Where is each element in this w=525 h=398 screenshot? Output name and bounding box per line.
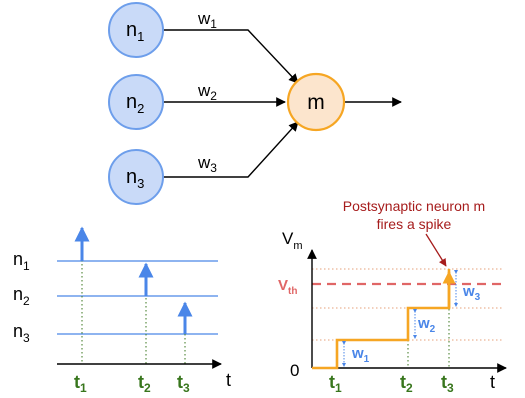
threshold-label: Vth	[278, 277, 297, 297]
spike-raster-panel: n1 n2 n3 t t1 t2 t3	[13, 226, 231, 395]
synapse-1	[163, 29, 299, 84]
zero-label: 0	[290, 361, 299, 380]
vm-time-label-1: t1	[329, 372, 342, 395]
input-neuron-3-label: n3	[126, 166, 144, 191]
raster-row-label-3: n3	[13, 321, 30, 345]
step-label-2: w2	[417, 315, 436, 335]
network-panel: w1 w2 w3 n1 n2 n3 m	[108, 2, 402, 205]
weight-label-1: w1	[197, 9, 217, 31]
input-neuron-2-label: n2	[126, 91, 144, 116]
input-neuron-1-label: n1	[126, 19, 144, 44]
output-neuron	[286, 72, 346, 132]
raster-time-label-2: t2	[138, 372, 151, 395]
output-neuron-label: m	[307, 91, 325, 114]
membrane-potential-panel: Postsynaptic neuron m fires a spike Vm V…	[278, 198, 507, 395]
weight-label-3: w3	[197, 153, 217, 175]
spike-annotation-line-2: fires a spike	[377, 216, 452, 232]
weight-label-2: w2	[197, 81, 217, 103]
raster-time-label-1: t1	[74, 372, 87, 395]
input-neuron-1	[108, 2, 164, 58]
spike-annotation-line-1: Postsynaptic neuron m	[343, 198, 485, 214]
input-neuron-3	[108, 149, 164, 205]
synapse-3	[163, 121, 299, 178]
step-label-3: w3	[462, 283, 481, 303]
raster-axis-label: t	[226, 370, 231, 390]
vm-axis-label: Vm	[282, 229, 303, 252]
input-neuron-2	[108, 74, 164, 130]
vm-axis-t-label: t	[490, 372, 495, 392]
raster-row-label-1: n1	[13, 249, 30, 273]
spike-annotation-arrow	[425, 233, 447, 267]
step-label-1: w1	[351, 345, 370, 365]
vm-time-label-3: t3	[441, 372, 454, 395]
vm-time-label-2: t2	[400, 372, 413, 395]
raster-time-label-3: t3	[177, 372, 190, 395]
raster-row-label-2: n2	[13, 284, 30, 308]
